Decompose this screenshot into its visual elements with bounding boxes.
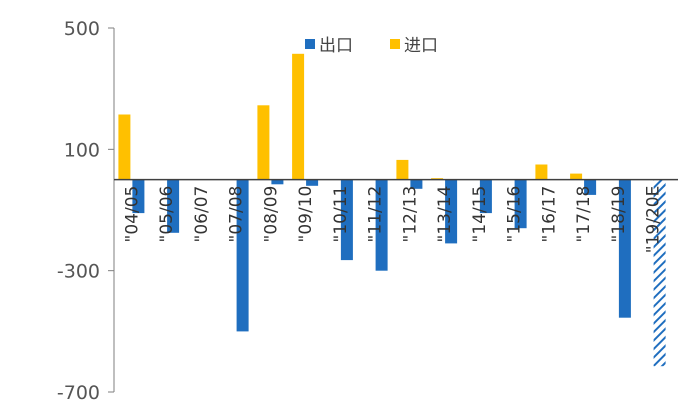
legend-label: 进口 [404,36,438,56]
x-category-label: "17/18 [574,186,594,243]
bar-export-6 [340,179,353,261]
bar-import-12 [535,164,548,180]
y-tick-label: -700 [57,382,100,404]
bar-export-11 [514,179,527,229]
legend-label: 出口 [319,36,353,56]
x-category-label: "13/14 [435,186,455,243]
y-tick-label: -300 [57,261,100,283]
x-category-label: "14/15 [470,186,490,243]
bar-import-0 [118,114,131,180]
x-category-label: "11/12 [366,186,386,243]
x-category-label: "19/20E [644,186,664,254]
bar-import-13 [570,173,583,180]
bar-export-13 [584,179,597,195]
x-category-label: "05/06 [157,186,177,243]
bar-export-14 [618,179,631,318]
bar-import-4 [257,105,270,180]
x-category-label: "09/10 [296,186,316,243]
bar-import-5 [292,53,305,180]
y-tick-label: 100 [64,139,100,161]
x-category-label: "16/17 [539,186,559,243]
bar-export-10 [479,179,492,214]
x-category-label: "04/05 [122,186,142,243]
bar-export-4 [271,179,284,185]
x-category-label: "06/07 [192,186,212,243]
legend-item: 进口 [390,36,438,56]
legend-item: 出口 [305,36,353,56]
x-category-label: "07/08 [227,186,247,243]
legend-swatch [390,39,400,49]
bar-export-15 [653,179,666,367]
x-category-label: "15/16 [505,186,525,243]
bar-export-5 [306,179,319,186]
y-tick-label: 500 [64,18,100,40]
x-category-label: "12/13 [400,186,420,243]
bar-export-0 [132,179,145,214]
legend-swatch [305,39,315,49]
x-category-label: "18/19 [609,186,629,243]
bar-export-1 [167,179,180,233]
x-category-label: "10/11 [331,186,351,243]
bar-export-8 [410,179,423,189]
bar-import-8 [396,159,409,180]
bar-export-3 [236,179,249,332]
bar-export-9 [445,179,458,244]
bar-export-7 [375,179,388,271]
x-category-label: "08/09 [261,186,281,243]
